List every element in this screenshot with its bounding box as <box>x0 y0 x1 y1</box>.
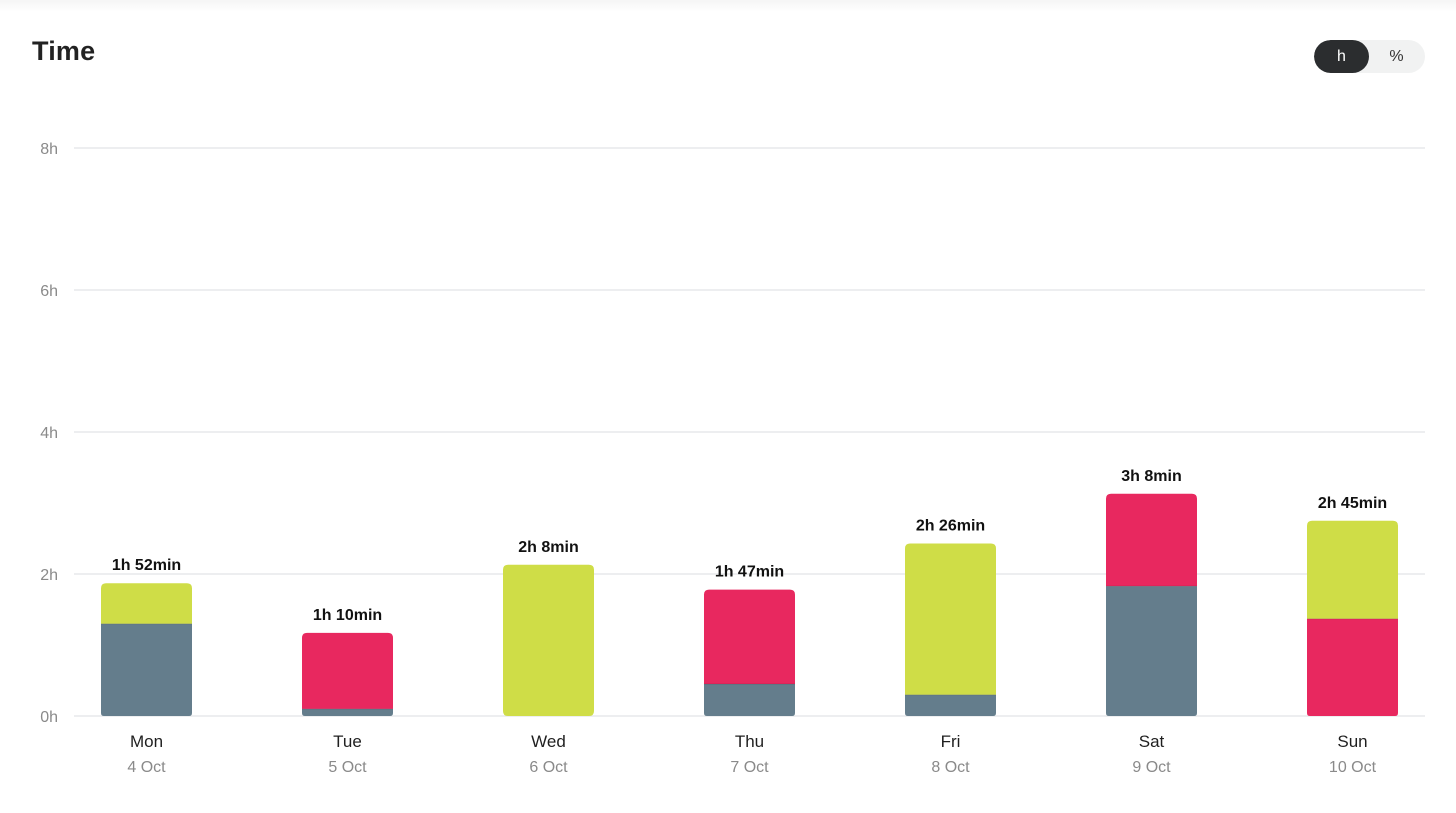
bar-segment[interactable] <box>905 543 996 695</box>
x-tick-label: Mon <box>130 732 163 751</box>
x-date-label: 7 Oct <box>730 759 769 776</box>
bar-segment[interactable] <box>1106 586 1197 716</box>
y-tick-label: 0h <box>40 709 58 726</box>
x-date-label: 8 Oct <box>931 759 970 776</box>
bar-segment[interactable] <box>1307 618 1398 716</box>
toggle-hours-button[interactable]: h <box>1314 40 1369 73</box>
bar-total-label: 1h 10min <box>313 607 382 624</box>
y-tick-label: 4h <box>40 425 58 442</box>
y-tick-label: 6h <box>40 283 58 300</box>
y-tick-label: 2h <box>40 567 58 584</box>
x-date-label: 9 Oct <box>1132 759 1171 776</box>
x-tick-label: Sat <box>1139 732 1165 751</box>
bar-total-label: 1h 47min <box>715 564 784 581</box>
bar-total-label: 2h 8min <box>518 539 578 556</box>
x-tick-label: Fri <box>941 732 961 751</box>
toggle-percent-button[interactable]: % <box>1369 40 1424 73</box>
x-tick-label: Sun <box>1337 732 1367 751</box>
bar-total-label: 1h 52min <box>112 557 181 574</box>
x-date-label: 4 Oct <box>127 759 166 776</box>
bar-segment[interactable] <box>302 632 393 709</box>
bar-total-label: 2h 45min <box>1318 495 1387 512</box>
chart-title: Time <box>32 36 96 66</box>
bar-segment[interactable] <box>905 694 996 716</box>
labels: 0h 2h 4h 6h 8h 1h 52min Mon 4 Oct 1h 10min Tue 5 O… <box>40 141 1387 776</box>
bar-segment[interactable] <box>101 583 192 624</box>
y-tick-label: 8h <box>40 141 58 158</box>
bar-segment[interactable] <box>101 623 192 716</box>
bar-segment[interactable] <box>1307 520 1398 619</box>
bar-segment[interactable] <box>704 684 795 716</box>
x-date-label: 5 Oct <box>328 759 367 776</box>
bar-total-label: 2h 26min <box>916 517 985 534</box>
x-date-label: 6 Oct <box>529 759 568 776</box>
bar-total-label: 3h 8min <box>1121 468 1181 485</box>
x-tick-label: Tue <box>333 732 362 751</box>
x-tick-label: Thu <box>735 732 764 751</box>
bar-segment[interactable] <box>704 589 795 685</box>
bar-segment[interactable] <box>1106 493 1197 587</box>
x-date-label: 10 Oct <box>1329 759 1377 776</box>
x-tick-label: Wed <box>531 732 566 751</box>
bar-segment[interactable] <box>503 564 594 716</box>
top-shadow <box>0 0 1456 12</box>
unit-toggle: h % <box>1314 40 1425 73</box>
bar-segment[interactable] <box>302 708 393 716</box>
bars <box>101 493 1398 716</box>
